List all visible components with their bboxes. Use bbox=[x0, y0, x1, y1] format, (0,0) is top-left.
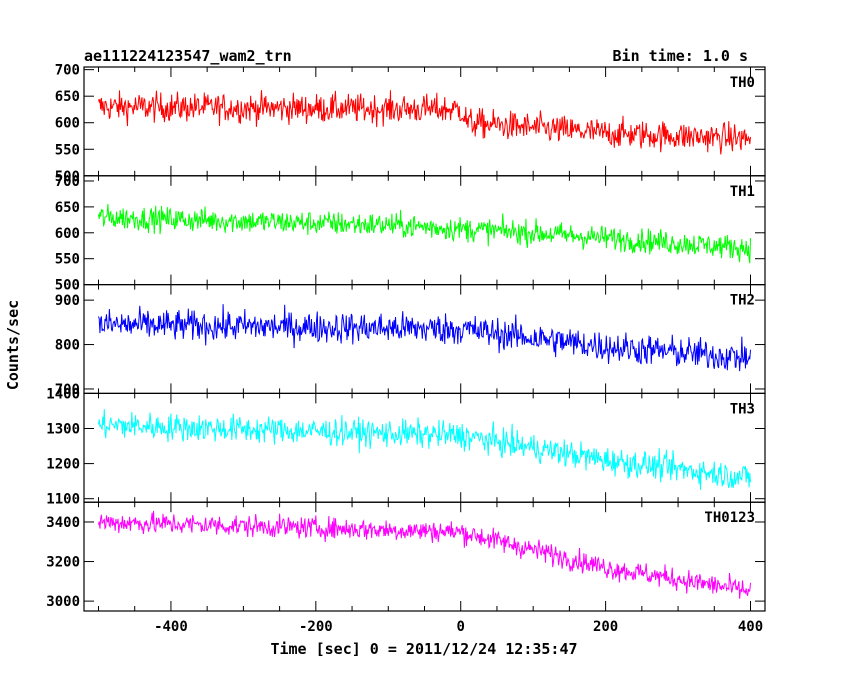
y-tick-label: 3000 bbox=[46, 594, 80, 610]
x-tick-label: -400 bbox=[154, 619, 188, 635]
series-line-th2 bbox=[98, 304, 752, 372]
x-tick-label: -200 bbox=[299, 619, 333, 635]
panel-label-th3: TH3 bbox=[730, 401, 755, 417]
panel-label-th0123: TH0123 bbox=[704, 510, 755, 526]
y-tick-label: 1300 bbox=[46, 421, 80, 437]
x-tick-label: 400 bbox=[738, 619, 763, 635]
panel-frame-th1 bbox=[83, 175, 766, 286]
panel-label-th1: TH1 bbox=[730, 184, 755, 200]
y-tick-label: 3200 bbox=[46, 555, 80, 571]
y-tick-label: 1400 bbox=[46, 386, 80, 402]
panel-frame-th2 bbox=[83, 284, 766, 395]
x-tick-label: 0 bbox=[457, 619, 465, 635]
panel-label-th0: TH0 bbox=[730, 75, 755, 91]
y-tick-label: 500 bbox=[55, 169, 80, 185]
y-tick-label: 1100 bbox=[46, 492, 80, 508]
y-tick-label: 700 bbox=[55, 63, 80, 79]
series-line-th1 bbox=[97, 203, 752, 264]
panels-group: 500 550 600 650 700 TH0 500 550 600 650 700 TH1 700 8… bbox=[46, 63, 766, 635]
y-tick-label: 600 bbox=[55, 226, 80, 242]
y-tick-label: 600 bbox=[55, 116, 80, 132]
x-tick-label: 200 bbox=[593, 619, 618, 635]
y-tick-label: 900 bbox=[55, 293, 80, 309]
panel-label-th2: TH2 bbox=[730, 293, 755, 309]
panel-frame-th0123 bbox=[83, 501, 766, 612]
y-tick-label: 500 bbox=[55, 278, 80, 294]
y-tick-label: 800 bbox=[55, 338, 80, 354]
series-line-th0 bbox=[98, 90, 752, 155]
series-line-th0123 bbox=[98, 510, 752, 599]
y-tick-label: 700 bbox=[55, 174, 80, 190]
y-tick-label: 550 bbox=[55, 142, 80, 158]
chart-title: ae111224123547_wam2_trn bbox=[84, 47, 292, 65]
y-tick-label: 550 bbox=[55, 252, 80, 268]
y-tick-label: 650 bbox=[55, 200, 80, 216]
y-tick-label: 700 bbox=[55, 382, 80, 398]
y-tick-label: 3400 bbox=[46, 515, 80, 531]
bin-time-label: Bin time: 1.0 s bbox=[613, 47, 748, 65]
panel-frame-th3 bbox=[83, 392, 766, 503]
y-tick-label: 650 bbox=[55, 89, 80, 105]
y-tick-label: 1200 bbox=[46, 457, 80, 473]
y-axis-label: Counts/sec bbox=[4, 300, 22, 390]
x-axis-label: Time [sec] 0 = 2011/12/24 12:35:47 bbox=[270, 640, 577, 658]
series-line-th3 bbox=[97, 409, 752, 490]
